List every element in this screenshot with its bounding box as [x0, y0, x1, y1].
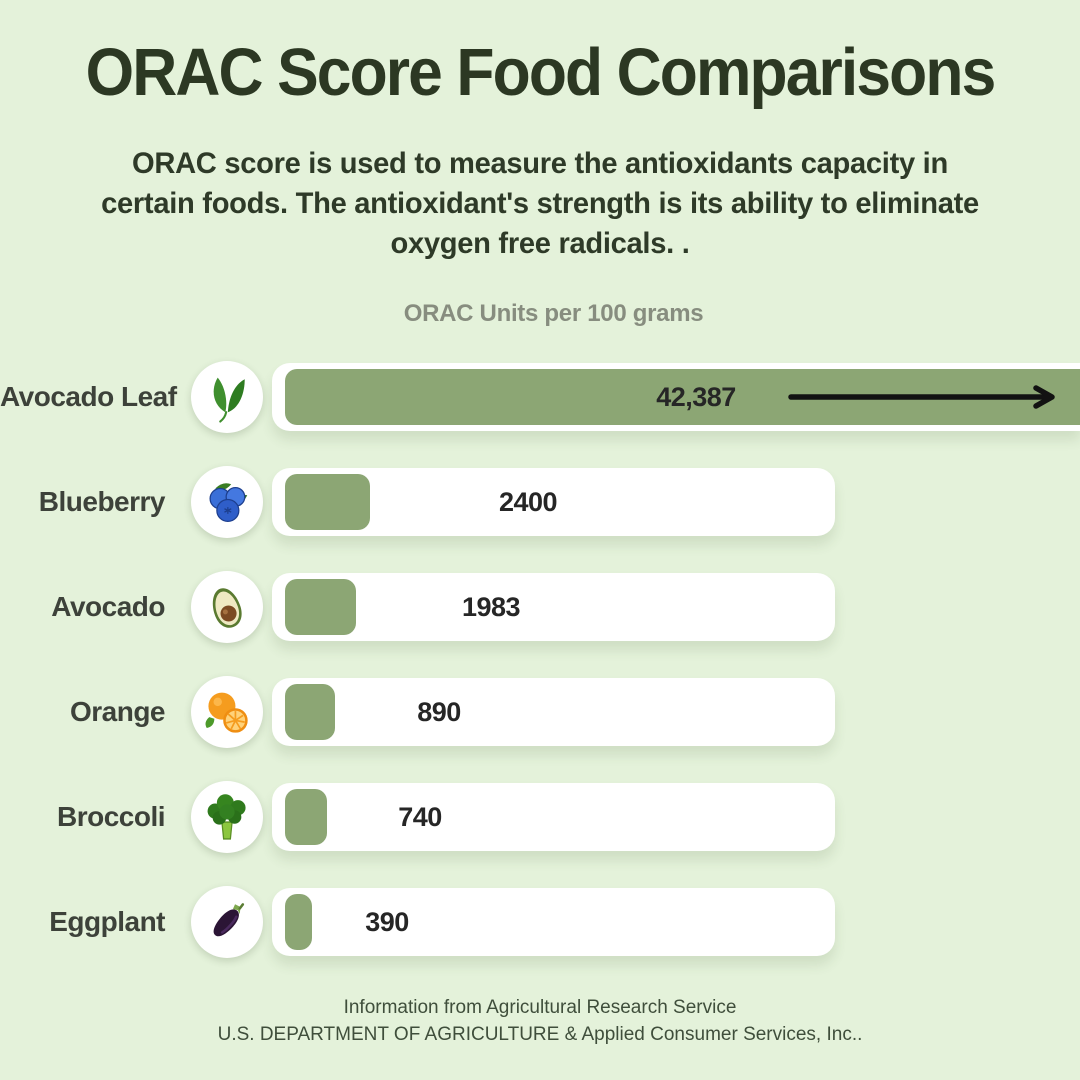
food-label: Avocado: [51, 591, 165, 622]
bar-value: 390: [365, 907, 409, 937]
source-line-1: Information from Agricultural Research S…: [343, 997, 737, 1018]
food-label: Blueberry: [38, 486, 166, 517]
source-line-2: U.S. DEPARTMENT OF AGRICULTURE & Applied…: [217, 1024, 863, 1045]
leaf-icon: [191, 361, 263, 433]
chart-units-label: ORAC Units per 100 grams: [403, 300, 704, 327]
chart-row: Avocado Leaf 42,387: [0, 361, 1080, 433]
eggplant-icon: [191, 886, 263, 958]
chart-row: Blueberry 2400: [0, 466, 1080, 538]
chart-row: Avocado 1983: [0, 571, 1080, 643]
bar-track: 890: [272, 678, 835, 746]
orange-icon: [191, 676, 263, 748]
chart-row: Eggplant 390: [0, 886, 1080, 958]
chart-rows: Avocado Leaf 42,387 Blueberry 2400: [0, 361, 1080, 993]
page-subtitle: ORAC score is used to measure the antiox…: [16, 144, 1064, 264]
chart-row: Broccoli 740: [0, 781, 1080, 853]
food-label: Orange: [69, 696, 166, 727]
chart-row: Orange 890: [0, 676, 1080, 748]
overflow-arrow-icon: [788, 385, 1055, 409]
bar-track: 2400: [272, 468, 835, 536]
bar-fill: [285, 894, 312, 950]
blueberry-icon: [191, 466, 263, 538]
subtitle-line-2: certain foods. The antioxidant's strengt…: [101, 187, 979, 220]
source-footer: Information from Agricultural Research S…: [0, 994, 1080, 1048]
bar-track: 1983: [272, 573, 835, 641]
food-label: Avocado Leaf: [0, 381, 177, 412]
bar-fill: [285, 579, 356, 635]
bar-value: 42,387: [656, 382, 736, 412]
bar-value: 890: [417, 697, 461, 727]
bar-fill: [285, 789, 327, 845]
bar-track: 42,387: [272, 363, 1080, 431]
bar-track: 390: [272, 888, 835, 956]
bar-fill: [285, 684, 335, 740]
food-label: Eggplant: [49, 906, 165, 937]
bar-track: 740: [272, 783, 835, 851]
bar-value: 1983: [461, 592, 521, 622]
subtitle-line-3: oxygen free radicals. .: [390, 227, 690, 260]
avocado-icon: [191, 571, 263, 643]
broccoli-icon: [191, 781, 263, 853]
subtitle-line-1: ORAC score is used to measure the antiox…: [132, 147, 948, 180]
bar-fill: [285, 474, 370, 530]
page-title: ORAC Score Food Comparisons: [85, 35, 997, 110]
food-label: Broccoli: [56, 801, 166, 832]
bar-value: 2400: [498, 487, 558, 517]
bar-value: 740: [398, 802, 442, 832]
